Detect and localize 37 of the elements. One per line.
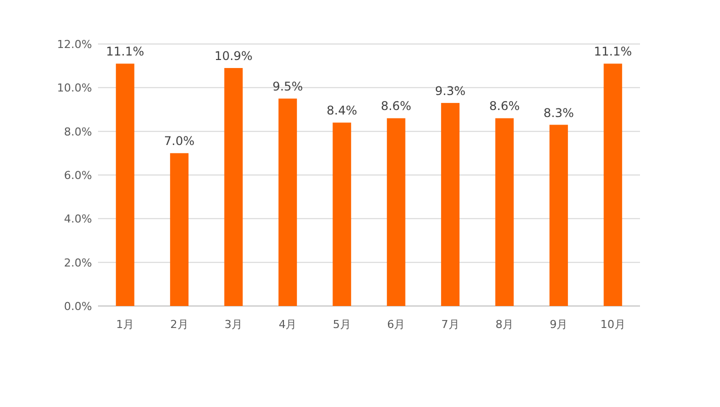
- x-tick-label: 1月: [116, 318, 134, 331]
- x-tick-label: 6月: [387, 318, 406, 331]
- bar: [278, 98, 297, 306]
- y-tick-label: 12.0%: [57, 38, 92, 51]
- bar: [604, 64, 622, 306]
- data-label: 10.9%: [214, 49, 253, 64]
- data-label: 11.1%: [106, 44, 144, 59]
- data-label: 11.1%: [594, 44, 632, 59]
- x-tick-label: 3月: [224, 318, 242, 331]
- bar: [549, 124, 568, 306]
- bar: [386, 118, 406, 306]
- bar: [441, 102, 460, 306]
- x-tick-label: 10月: [600, 318, 626, 331]
- data-label: 7.0%: [164, 134, 195, 148]
- bar: [224, 68, 243, 306]
- x-tick-label: 5月: [332, 318, 351, 331]
- y-tick-label: 2.0%: [64, 256, 92, 270]
- x-tick-label: 4月: [278, 318, 297, 331]
- data-label: 8.4%: [326, 104, 358, 118]
- x-tick-label: 2月: [170, 318, 188, 331]
- y-tick-label: 10.0%: [57, 82, 92, 95]
- data-label: 9.3%: [435, 84, 466, 98]
- bar: [332, 122, 352, 306]
- bar: [116, 64, 134, 306]
- bar: [170, 153, 189, 306]
- x-tick-label: 7月: [441, 318, 460, 331]
- y-tick-label: 0.0%: [64, 300, 92, 313]
- y-tick-label: 4.0%: [64, 212, 92, 226]
- data-label: 8.6%: [489, 99, 520, 114]
- data-label: 8.3%: [543, 106, 574, 120]
- y-tick-label: 6.0%: [64, 169, 92, 182]
- x-tick-label: 8月: [496, 318, 514, 331]
- data-label: 8.6%: [380, 99, 412, 114]
- data-label: 9.5%: [272, 80, 303, 94]
- x-tick-label: 9月: [550, 318, 568, 331]
- bar: [495, 118, 514, 306]
- y-tick-label: 8.0%: [64, 125, 92, 138]
